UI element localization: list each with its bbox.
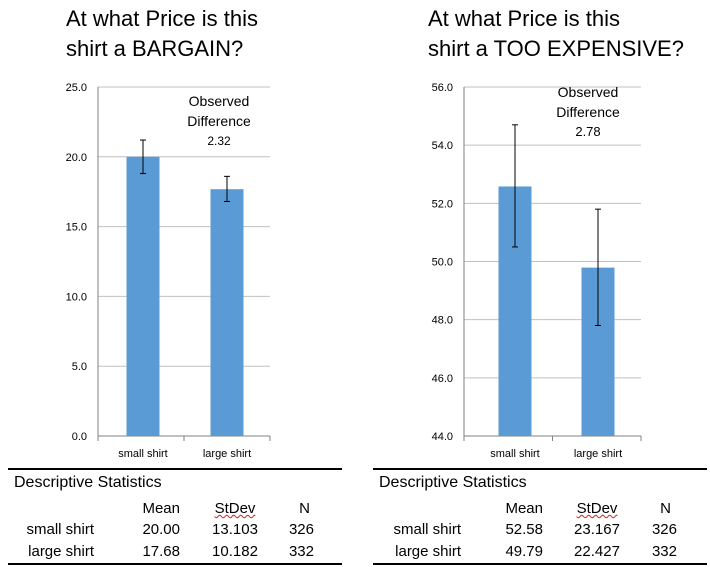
table-bottom-rule [373,563,707,565]
row-mean: 52.58 [505,521,543,538]
row-n: 326 [651,521,677,538]
row-n: 332 [288,543,314,560]
bar [126,156,160,437]
title-line-1: At what Price is this [428,6,620,31]
annotation-line: Difference [556,104,620,120]
row-label: small shirt [393,521,461,538]
row-label: large shirt [28,543,94,560]
stats-title: Descriptive Statistics [379,474,527,491]
bargain-panel: At what Price is this shirt a BARGAIN? 0… [0,4,355,567]
y-tick-label: 25.0 [66,82,87,94]
row-label: large shirt [395,543,461,560]
title-line-2: shirt a TOO EXPENSIVE? [428,36,684,61]
header-stdev: StDev [576,500,618,517]
x-tick-label: large shirt [574,448,622,460]
row-label: small shirt [26,521,94,538]
table-bottom-rule [8,563,342,565]
row-mean: 49.79 [505,543,543,560]
header-mean: Mean [505,500,543,517]
x-tick-label: small shirt [118,448,168,460]
too-expensive-chart: 44.0 46.0 48.0 50.0 52.0 54.0 56.0 small shirt l… [432,82,642,460]
row-mean: 17.68 [142,543,180,560]
y-tick-label: 5.0 [72,361,87,373]
y-tick-label: 46.0 [432,373,453,385]
row-stdev: 10.182 [212,543,258,560]
y-tick-label: 52.0 [432,198,453,210]
y-tick-label: 56.0 [432,82,453,94]
row-n: 326 [288,521,314,538]
bar [210,189,244,436]
annotation-line: Difference [187,113,251,129]
y-tick-label: 50.0 [432,257,453,269]
y-tick-label: 15.0 [66,222,87,234]
chart-title: At what Price is this shirt a BARGAIN? [66,4,258,64]
x-tick-label: small shirt [490,448,540,460]
descriptive-statistics-table: Descriptive Statistics Mean StDev N smal… [0,468,355,567]
y-tick-label: 44.0 [432,431,453,443]
row-mean: 20.00 [142,521,180,538]
header-mean: Mean [142,500,180,517]
too-expensive-panel: At what Price is this shirt a TOO EXPENS… [355,0,710,567]
row-stdev: 22.427 [574,543,620,560]
bargain-chart: 0.0 5.0 10.0 15.0 20.0 25.0 small shirt large s… [66,82,271,460]
title-line-2: shirt a BARGAIN? [66,36,244,61]
table-top-rule [8,468,342,470]
annotation-line: Observed [558,84,619,100]
header-n: N [299,500,310,517]
row-stdev: 13.103 [212,521,258,538]
table-top-rule [373,468,707,470]
x-tick-label: large shirt [203,448,251,460]
header-stdev: StDev [214,500,256,517]
y-tick-label: 10.0 [66,291,87,303]
annotation-line: 2.32 [207,134,231,148]
annotation-line: 2.78 [575,124,600,139]
y-tick-label: 48.0 [432,315,453,327]
stats-title: Descriptive Statistics [14,474,162,491]
chart-title: At what Price is this shirt a TOO EXPENS… [428,4,684,64]
row-stdev: 23.167 [574,521,620,538]
row-n: 332 [651,543,677,560]
y-tick-label: 54.0 [432,140,453,152]
y-tick-label: 20.0 [66,152,87,164]
annotation-line: Observed [189,93,250,109]
y-tick-label: 0.0 [72,431,87,443]
title-line-1: At what Price is this [66,6,258,31]
descriptive-statistics-table: Descriptive Statistics Mean StDev N smal… [355,468,710,567]
header-n: N [660,500,671,517]
